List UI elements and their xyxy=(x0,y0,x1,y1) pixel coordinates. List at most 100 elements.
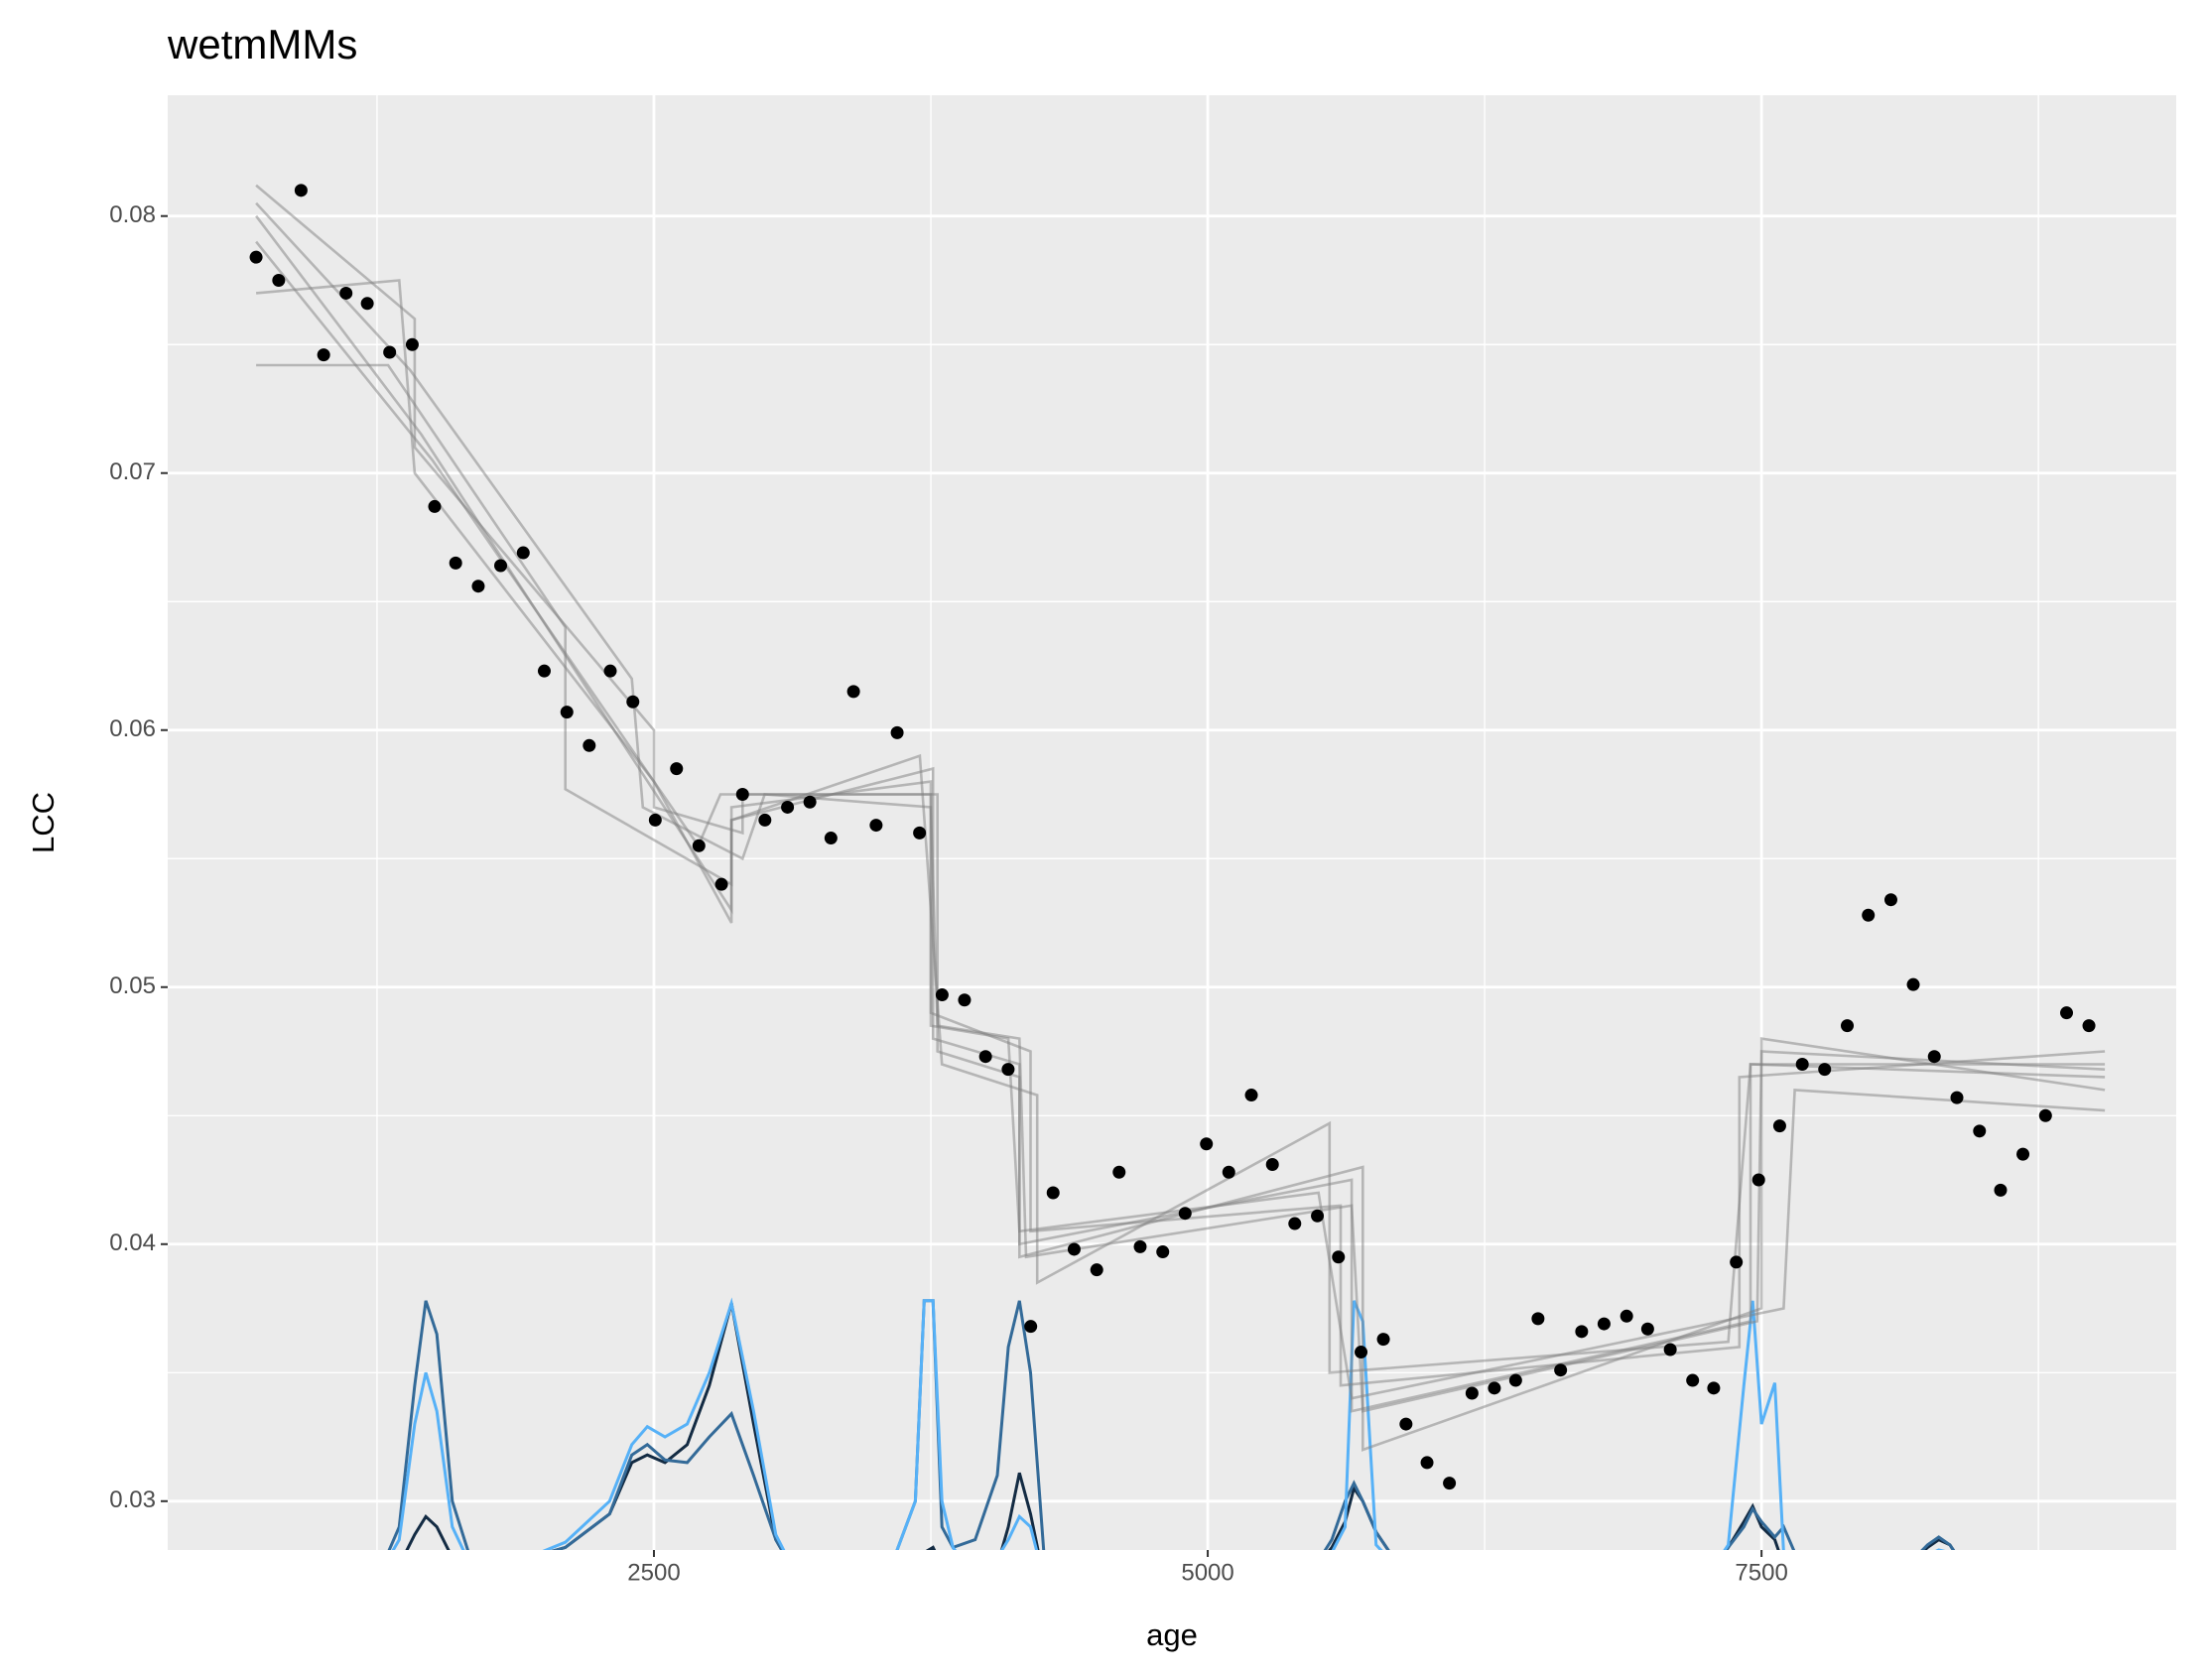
y-tick-label: 0.06 xyxy=(109,715,156,742)
data-point xyxy=(294,184,308,197)
data-point xyxy=(1973,1124,1987,1138)
data-point xyxy=(824,832,838,845)
data-point xyxy=(1818,1063,1832,1077)
data-point xyxy=(1244,1089,1258,1102)
data-point xyxy=(1531,1312,1545,1326)
data-point xyxy=(537,664,551,678)
data-point xyxy=(1795,1057,1809,1071)
data-point xyxy=(692,839,706,852)
chart-title: wetmMMs xyxy=(167,21,357,67)
data-point xyxy=(317,348,330,362)
data-point xyxy=(890,725,904,739)
data-point xyxy=(1950,1091,1964,1104)
data-point xyxy=(978,1050,992,1064)
data-point xyxy=(1640,1322,1654,1336)
data-point xyxy=(1288,1217,1302,1230)
data-point xyxy=(2060,1006,2074,1020)
data-point xyxy=(1090,1263,1103,1277)
data-point xyxy=(1046,1186,1060,1200)
data-point xyxy=(494,559,508,573)
y-tick-label: 0.05 xyxy=(109,972,156,999)
fit-line xyxy=(256,363,2106,1374)
data-point xyxy=(1620,1309,1633,1323)
data-point xyxy=(1200,1137,1214,1151)
y-axis-title: LCC xyxy=(26,792,61,853)
y-tick-label: 0.08 xyxy=(109,201,156,228)
fit-line xyxy=(255,184,2106,1452)
density-curve xyxy=(391,1297,1946,1550)
data-point xyxy=(383,345,397,359)
data-point xyxy=(1465,1386,1479,1400)
data-point xyxy=(516,546,530,560)
data-point xyxy=(1355,1346,1368,1359)
data-point xyxy=(1927,1050,1941,1064)
data-point xyxy=(2082,1019,2096,1033)
x-tick-label: 7500 xyxy=(1735,1559,1787,1586)
data-point xyxy=(1376,1333,1390,1347)
data-point xyxy=(1686,1373,1700,1387)
data-point xyxy=(1332,1250,1346,1264)
data-point xyxy=(1112,1165,1126,1179)
data-point xyxy=(1730,1255,1744,1269)
data-point xyxy=(1663,1343,1677,1357)
data-point xyxy=(1067,1242,1081,1256)
data-point xyxy=(1420,1456,1434,1470)
data-point xyxy=(1883,893,1897,907)
data-point xyxy=(1399,1417,1413,1431)
data-point xyxy=(1906,977,1920,991)
data-point xyxy=(2038,1108,2052,1122)
y-tick-label: 0.07 xyxy=(109,458,156,485)
y-tick-label: 0.03 xyxy=(109,1486,156,1513)
data-point xyxy=(1443,1477,1457,1490)
data-point xyxy=(583,738,596,752)
data-point xyxy=(1001,1063,1015,1077)
data-point xyxy=(803,795,817,809)
x-tick-label: 2500 xyxy=(627,1559,680,1586)
data-point xyxy=(1597,1317,1611,1331)
data-point xyxy=(714,877,728,891)
x-tick-label: 5000 xyxy=(1181,1559,1233,1586)
data-point xyxy=(1222,1165,1235,1179)
data-point xyxy=(1508,1373,1522,1387)
data-point xyxy=(428,499,442,513)
data-point xyxy=(560,706,574,719)
data-point xyxy=(405,337,419,351)
data-point xyxy=(1311,1209,1325,1223)
data-point xyxy=(1265,1157,1279,1171)
data-point xyxy=(360,297,374,311)
data-point xyxy=(958,993,972,1007)
data-point xyxy=(1841,1019,1855,1033)
data-point xyxy=(1488,1381,1501,1395)
y-tick-label: 0.04 xyxy=(109,1229,156,1256)
data-point xyxy=(1575,1325,1589,1339)
x-axis-title: age xyxy=(1146,1617,1198,1652)
data-point xyxy=(648,813,662,827)
data-point xyxy=(1772,1119,1786,1133)
data-point xyxy=(1707,1381,1721,1395)
data-point xyxy=(869,819,883,833)
data-point xyxy=(670,762,684,776)
data-point xyxy=(603,664,617,678)
data-point xyxy=(913,826,927,840)
data-point xyxy=(781,800,795,814)
fit-line xyxy=(255,201,2106,1413)
data-point xyxy=(1751,1173,1765,1187)
data-point xyxy=(846,685,860,699)
grid xyxy=(168,95,2176,1550)
panel-background xyxy=(168,95,2176,1550)
data-point xyxy=(626,695,640,709)
data-point xyxy=(2016,1147,2030,1161)
data-point xyxy=(339,286,353,300)
data-point xyxy=(449,556,462,570)
data-point xyxy=(1024,1320,1038,1334)
plot-layers xyxy=(249,184,2106,1550)
data-point xyxy=(1133,1239,1147,1253)
data-point xyxy=(935,988,949,1002)
data-point xyxy=(1178,1207,1192,1221)
data-point xyxy=(735,788,749,802)
data-point xyxy=(471,580,485,593)
data-point xyxy=(1554,1363,1568,1377)
axes: 2500 5000 7500 0.03 0.04 0.05 0.06 0.07 0.08 xyxy=(109,201,1788,1586)
data-point xyxy=(1862,908,1876,922)
